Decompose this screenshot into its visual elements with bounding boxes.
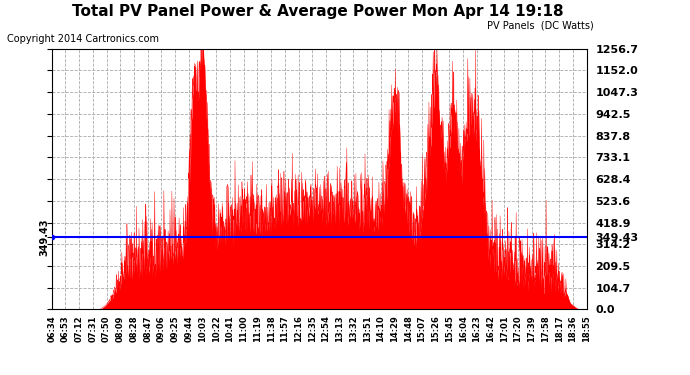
Text: Total PV Panel Power & Average Power Mon Apr 14 19:18: Total PV Panel Power & Average Power Mon…: [72, 4, 563, 19]
Text: Copyright 2014 Cartronics.com: Copyright 2014 Cartronics.com: [7, 34, 159, 44]
Text: 349.43: 349.43: [39, 218, 49, 256]
Text: Average  (DC Watts): Average (DC Watts): [391, 21, 489, 31]
Text: PV Panels  (DC Watts): PV Panels (DC Watts): [486, 21, 593, 31]
